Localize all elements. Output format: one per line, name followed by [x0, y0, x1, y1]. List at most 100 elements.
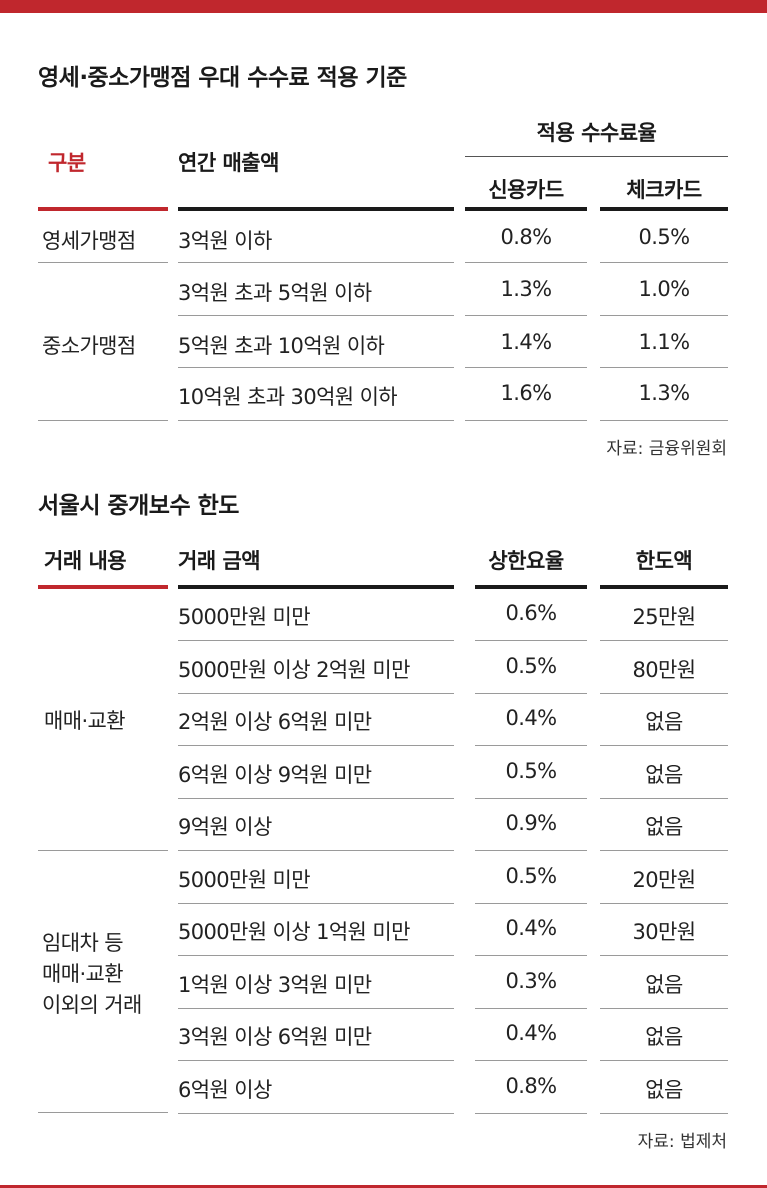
table1-bottom-rule — [38, 420, 168, 421]
header-limit: 한도액 — [635, 549, 693, 573]
row-amount: 2억원 이상 6억원 미만 — [178, 710, 372, 734]
row-divider — [600, 1008, 728, 1009]
group-label-line: 매매·교환 — [42, 962, 124, 986]
row-divider — [475, 1113, 587, 1114]
row-divider — [475, 955, 587, 956]
row-divider — [178, 1113, 454, 1114]
header-category: 구분 — [48, 151, 86, 175]
row-amount: 6억원 이상 — [178, 1078, 272, 1102]
group-label-line: 이외의 거래 — [42, 993, 142, 1017]
header-credit-card: 신용카드 — [488, 178, 564, 202]
header-rule-amount — [178, 585, 454, 589]
header-annual-sales: 연간 매출액 — [178, 151, 279, 175]
row-divider — [475, 745, 587, 746]
row-limit: 없음 — [645, 710, 683, 734]
header-rule-rate — [475, 585, 587, 589]
group-label: 영세가맹점 — [42, 229, 136, 253]
header-max-rate: 상한요율 — [488, 549, 564, 573]
row-divider — [178, 850, 454, 851]
row-divider — [475, 798, 587, 799]
header-rule-limit — [600, 585, 728, 589]
row-max-rate: 0.6% — [505, 601, 558, 625]
header-rule-deal-type — [38, 585, 168, 589]
row-check-rate: 1.3% — [638, 381, 691, 405]
row-amount: 3억원 이상 6억원 미만 — [178, 1025, 372, 1049]
row-credit-rate: 1.4% — [500, 330, 553, 354]
row-max-rate: 0.4% — [505, 916, 558, 940]
row-check-rate: 1.1% — [638, 330, 691, 354]
row-divider — [475, 640, 587, 641]
header-fee-rate: 적용 수수료율 — [536, 121, 657, 145]
row-divider — [600, 640, 728, 641]
row-divider — [178, 798, 454, 799]
row-sales: 10억원 초과 30억원 이하 — [178, 385, 398, 409]
row-divider — [600, 850, 728, 851]
row-max-rate: 0.5% — [505, 654, 558, 678]
row-limit: 20만원 — [632, 868, 697, 892]
row-divider — [178, 420, 454, 421]
row-divider — [600, 1113, 728, 1114]
row-divider — [178, 1060, 454, 1061]
row-sales: 3억원 이하 — [178, 229, 272, 253]
row-limit: 없음 — [645, 973, 683, 997]
row-divider — [465, 420, 587, 421]
row-divider — [600, 798, 728, 799]
row-divider — [475, 1060, 587, 1061]
row-divider — [600, 1060, 728, 1061]
row-sales: 3억원 초과 5억원 이하 — [178, 281, 372, 305]
row-limit: 없음 — [645, 1078, 683, 1102]
top-accent-bar — [0, 0, 767, 13]
row-divider — [178, 1008, 454, 1009]
table2-source: 자료: 법제처 — [637, 1132, 727, 1152]
row-divider — [178, 367, 454, 368]
row-divider — [475, 850, 587, 851]
row-sales: 5억원 초과 10억원 이하 — [178, 334, 385, 358]
row-divider — [465, 315, 587, 316]
row-amount: 9억원 이상 — [178, 815, 272, 839]
row-amount: 5000만원 이상 1억원 미만 — [178, 920, 410, 944]
row-divider — [465, 367, 587, 368]
header-rule-sales — [178, 207, 454, 211]
row-divider — [178, 903, 454, 904]
row-divider — [475, 903, 587, 904]
row-divider — [178, 955, 454, 956]
row-divider — [178, 693, 454, 694]
row-credit-rate: 1.6% — [500, 381, 553, 405]
header-rule-category — [38, 207, 168, 211]
row-limit: 없음 — [645, 815, 683, 839]
table1-title: 영세·중소가맹점 우대 수수료 적용 기준 — [38, 65, 407, 91]
row-divider — [475, 693, 587, 694]
row-divider — [600, 955, 728, 956]
row-max-rate: 0.4% — [505, 706, 558, 730]
group-label-line: 매매·교환 — [44, 709, 126, 733]
header-deal-amount: 거래 금액 — [178, 549, 261, 573]
row-divider — [600, 262, 728, 263]
row-check-rate: 1.0% — [638, 277, 691, 301]
group-label: 임대차 등 매매·교환 이외의 거래 — [42, 928, 142, 1021]
row-max-rate: 0.3% — [505, 969, 558, 993]
row-amount: 5000만원 미만 — [178, 868, 311, 892]
row-credit-rate: 0.8% — [500, 225, 553, 249]
header-rule-check — [600, 207, 728, 211]
row-amount: 1억원 이상 3억원 미만 — [178, 973, 372, 997]
group-label: 매매·교환 — [44, 705, 126, 735]
row-credit-rate: 1.3% — [500, 277, 553, 301]
row-amount: 5000만원 미만 — [178, 605, 311, 629]
row-divider — [600, 745, 728, 746]
row-max-rate: 0.5% — [505, 759, 558, 783]
row-amount: 5000만원 이상 2억원 미만 — [178, 658, 410, 682]
group-label: 중소가맹점 — [42, 334, 136, 358]
row-divider — [600, 420, 728, 421]
group-label-line: 임대차 등 — [42, 931, 124, 955]
row-max-rate: 0.9% — [505, 811, 558, 835]
table2-bottom-rule — [38, 1112, 168, 1113]
row-limit: 30만원 — [632, 920, 697, 944]
row-amount: 6억원 이상 9억원 미만 — [178, 763, 372, 787]
table1-source: 자료: 금융위원회 — [606, 439, 727, 459]
row-max-rate: 0.4% — [505, 1021, 558, 1045]
row-divider — [178, 262, 454, 263]
header-subdivider — [465, 156, 728, 157]
header-check-card: 체크카드 — [626, 178, 702, 202]
bottom-accent-bar — [0, 1185, 767, 1188]
row-limit: 80만원 — [632, 658, 697, 682]
